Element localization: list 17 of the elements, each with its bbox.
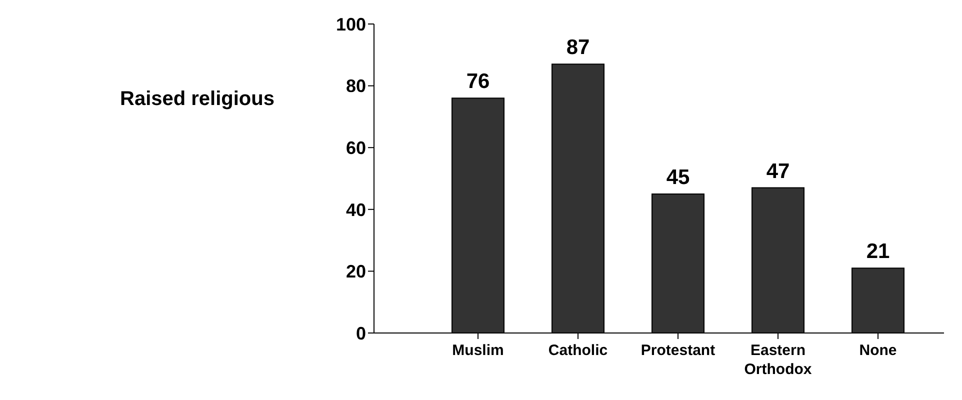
y-tick-label: 80: [346, 76, 366, 96]
x-tick-label: None: [859, 342, 897, 359]
x-tick-label: Eastern Orthodox: [744, 342, 812, 378]
data-label: 76: [466, 70, 490, 94]
data-label: 47: [766, 160, 790, 183]
y-axis-title: Raised religious: [120, 88, 274, 111]
y-tick-label: 100: [336, 14, 366, 34]
y-tick-label: 0: [356, 323, 366, 344]
x-tick-label: Catholic: [548, 342, 608, 359]
data-label: 21: [866, 240, 890, 264]
y-tick-label: 40: [346, 200, 366, 220]
data-label: 45: [666, 166, 690, 189]
data-label: 87: [566, 36, 590, 60]
y-tick-label: 20: [346, 262, 366, 282]
y-tick-label: 60: [346, 138, 366, 158]
x-tick-label: Muslim: [452, 342, 504, 359]
x-tick-label: Protestant: [640, 342, 716, 359]
